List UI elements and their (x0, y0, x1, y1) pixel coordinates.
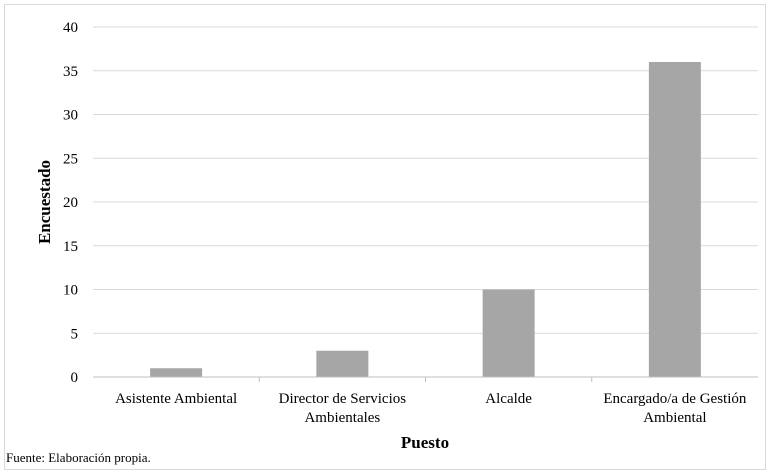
x-category-label: Asistente Ambiental (115, 391, 237, 407)
bar (648, 62, 701, 377)
chart-frame (4, 4, 766, 470)
bar (316, 350, 369, 377)
gridlines (93, 26, 758, 334)
y-tick-label: 10 (63, 283, 78, 299)
source-note: Fuente: Elaboración propia. (6, 450, 151, 465)
x-category-label: Alcalde (485, 391, 532, 407)
y-tick-label: 0 (71, 370, 79, 386)
bars (150, 62, 701, 382)
y-tick-label: 40 (63, 20, 78, 36)
y-tick-label: 15 (63, 239, 78, 255)
x-category-labels: Asistente Ambiental Director de Servicios… (115, 391, 747, 426)
y-tick-label: 5 (71, 326, 79, 342)
x-category-label: Director de Servicios Ambientales (279, 391, 407, 426)
bar (482, 289, 535, 377)
y-tick-labels: 0 5 10 15 20 25 30 35 40 (63, 20, 78, 386)
x-category-label: Encargado/a de Gestión Ambiental (603, 391, 747, 426)
y-tick-label: 25 (63, 151, 78, 167)
y-tick-label: 30 (63, 108, 78, 124)
x-axis-title: Puesto (401, 433, 449, 452)
y-tick-label: 35 (63, 64, 78, 80)
y-tick-label: 20 (63, 195, 78, 211)
bar (150, 368, 203, 377)
y-axis-title: Encuestado (35, 160, 54, 244)
